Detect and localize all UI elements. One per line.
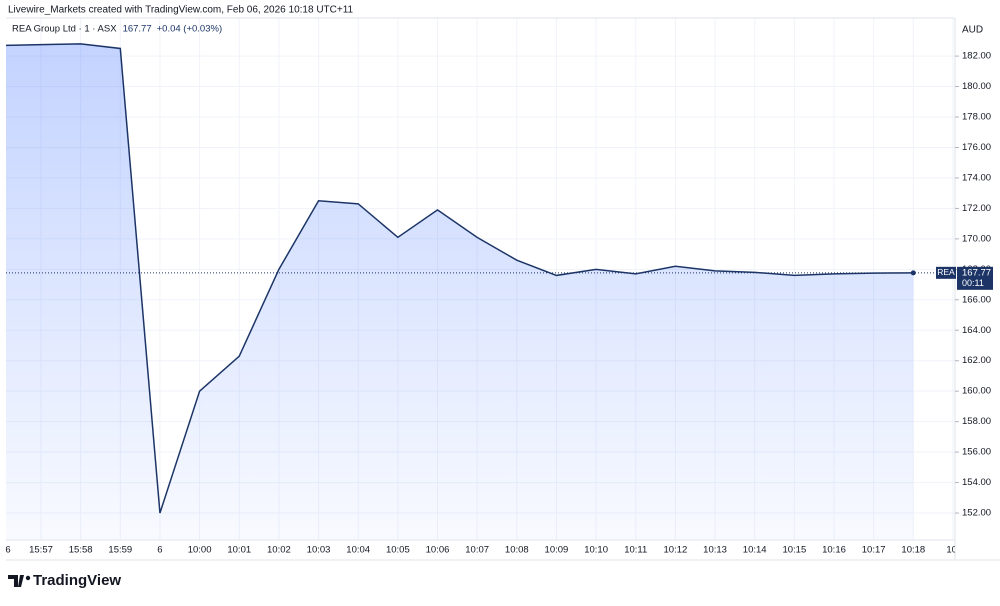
y-tick-label: 180.00	[962, 81, 991, 92]
x-tick-label: 10:01	[227, 545, 251, 556]
y-tick-label: 174.00	[962, 172, 991, 183]
line	[6, 43, 914, 514]
y-tick-label: 162.00	[962, 355, 991, 366]
y-tick-label: 170.00	[962, 233, 991, 244]
y-tick-label: 160.00	[962, 386, 991, 397]
x-tick-label: 10:12	[664, 545, 688, 556]
legend-change: +0.04 (+0.03%)	[157, 24, 223, 35]
x-tick-label: 10:05	[386, 545, 410, 556]
x-tick-label: 6	[5, 545, 10, 556]
logo-icon	[8, 575, 24, 587]
y-tick-label: 182.00	[962, 51, 991, 62]
attribution: Livewire_Markets created with TradingVie…	[8, 5, 354, 16]
y-tick-label: 154.00	[962, 477, 991, 488]
x-tick-label: 10:11	[624, 545, 647, 556]
y-tick-label: 156.00	[962, 447, 991, 458]
price-tag	[957, 266, 993, 290]
ticker: REA	[937, 267, 955, 277]
x-tick-label: 10:07	[465, 545, 489, 556]
y-tick-label: 176.00	[962, 142, 991, 153]
last-point	[910, 270, 916, 276]
x-tick-label: 10:04	[346, 545, 370, 556]
x-tick-label: 6	[157, 545, 162, 556]
y-tick-label: 152.00	[962, 508, 991, 519]
x-tick-label: 10:06	[426, 545, 450, 556]
countdown: 00:11	[962, 278, 984, 288]
legend-symbol: REA Group Ltd · 1 · ASX	[12, 24, 117, 35]
x-tick-label: 10:17	[862, 545, 886, 556]
x-tick-label: 10:16	[822, 545, 846, 556]
area	[6, 43, 914, 540]
x-tick-label: 10:00	[188, 545, 212, 556]
y-tick-label: 158.00	[962, 416, 991, 427]
brand: TradingView	[33, 572, 121, 589]
currency: AUD	[962, 25, 983, 36]
x-tick-label: 10:13	[703, 545, 727, 556]
logo-icon	[25, 575, 31, 581]
x-tick-label: 15:58	[69, 545, 93, 556]
x-tick-label: 10:15	[782, 545, 806, 556]
x-tick-label: 10:18	[901, 545, 925, 556]
y-tick-label: 164.00	[962, 325, 991, 336]
y-tick-label: 166.00	[962, 294, 991, 305]
ticker-tag	[936, 266, 956, 279]
y-tick-label: 172.00	[962, 203, 991, 214]
x-tick-label: 10:02	[267, 545, 291, 556]
x-tick-label: 15:59	[108, 545, 132, 556]
x-tick-label: 10:03	[307, 545, 331, 556]
x-tick-label: 10:10	[584, 545, 608, 556]
x-tick-label: 10:09	[545, 545, 569, 556]
x-tick-label: 15:57	[29, 545, 53, 556]
legend-last: 167.77	[123, 24, 152, 35]
y-tick-label: 178.00	[962, 112, 991, 123]
last-price: 167.77	[962, 267, 991, 278]
brand-logo: TradingView	[8, 572, 121, 589]
x-tick-label: 10:	[946, 545, 959, 556]
x-tick-label: 10:08	[505, 545, 529, 556]
x-tick-label: 10:14	[743, 545, 767, 556]
